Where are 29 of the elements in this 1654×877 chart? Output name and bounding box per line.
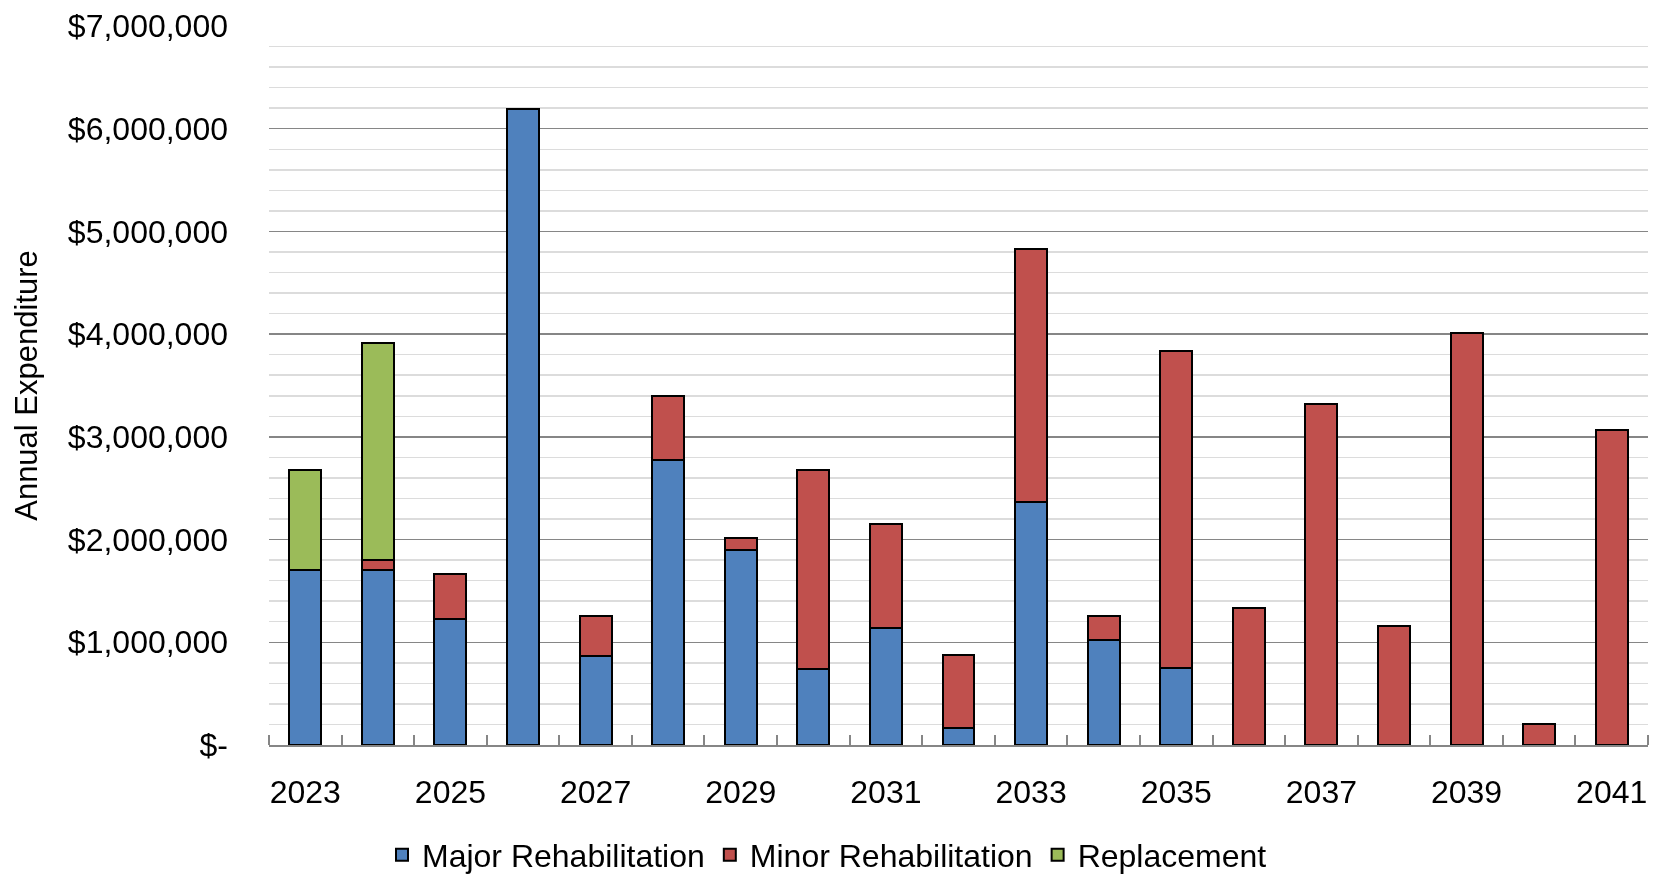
y-tick-label: $- — [199, 727, 228, 764]
x-tick-label: 2035 — [1140, 774, 1212, 811]
y-tick-label: $1,000,000 — [67, 624, 228, 661]
legend-label: Major Rehabilitation — [422, 838, 705, 875]
x-tick-label: 2039 — [1430, 774, 1503, 811]
bar — [1304, 402, 1339, 745]
x-tick-label: 2023 — [269, 774, 341, 811]
y-tick-label: $2,000,000 — [67, 521, 228, 558]
x-tick-label: 2031 — [850, 774, 922, 811]
x-tick-label: 2025 — [414, 774, 487, 811]
bar — [506, 108, 540, 745]
bar — [1594, 428, 1629, 745]
x-tick-label: 2027 — [560, 774, 632, 811]
bar — [1449, 332, 1484, 745]
x-tick-label: 2041 — [1576, 774, 1648, 811]
y-tick-label: $4,000,000 — [67, 316, 228, 353]
y-tick-label: $7,000,000 — [67, 8, 228, 45]
bar — [1231, 607, 1266, 745]
y-tick-label: $3,000,000 — [67, 419, 228, 456]
bar — [1522, 723, 1557, 745]
x-tick-label: 2029 — [705, 774, 777, 811]
legend-label: Minor Rehabilitation — [749, 838, 1033, 875]
x-tick-label: 2033 — [995, 774, 1067, 811]
bar — [1377, 624, 1411, 745]
y-axis-title: Annual Expenditure — [9, 250, 45, 521]
x-tick-label: 2037 — [1285, 774, 1357, 811]
legend-label: Replacement — [1077, 838, 1267, 875]
y-tick-label: $6,000,000 — [67, 110, 228, 147]
y-tick-label: $5,000,000 — [67, 213, 228, 250]
